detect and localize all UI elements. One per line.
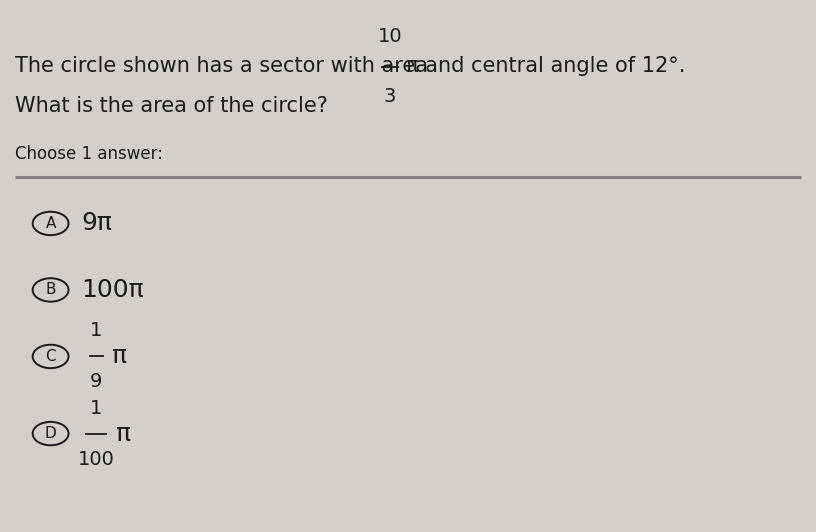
Text: 3: 3 — [384, 87, 397, 106]
Text: 1: 1 — [90, 321, 103, 340]
Text: D: D — [45, 426, 56, 441]
Text: 100π: 100π — [82, 278, 144, 302]
Text: π: π — [114, 421, 130, 446]
Text: Choose 1 answer:: Choose 1 answer: — [15, 145, 162, 163]
Text: A: A — [46, 216, 55, 231]
Text: π: π — [111, 344, 126, 369]
Text: 10: 10 — [378, 27, 402, 46]
Text: 9π: 9π — [82, 211, 113, 236]
Text: B: B — [46, 282, 55, 297]
Text: π and central angle of 12°.: π and central angle of 12°. — [406, 56, 685, 77]
Text: 9: 9 — [90, 372, 103, 392]
Text: 1: 1 — [90, 398, 103, 418]
Text: C: C — [45, 349, 56, 364]
Text: What is the area of the circle?: What is the area of the circle? — [15, 96, 327, 117]
Text: The circle shown has a sector with area: The circle shown has a sector with area — [15, 56, 434, 77]
Text: 100: 100 — [78, 450, 115, 469]
